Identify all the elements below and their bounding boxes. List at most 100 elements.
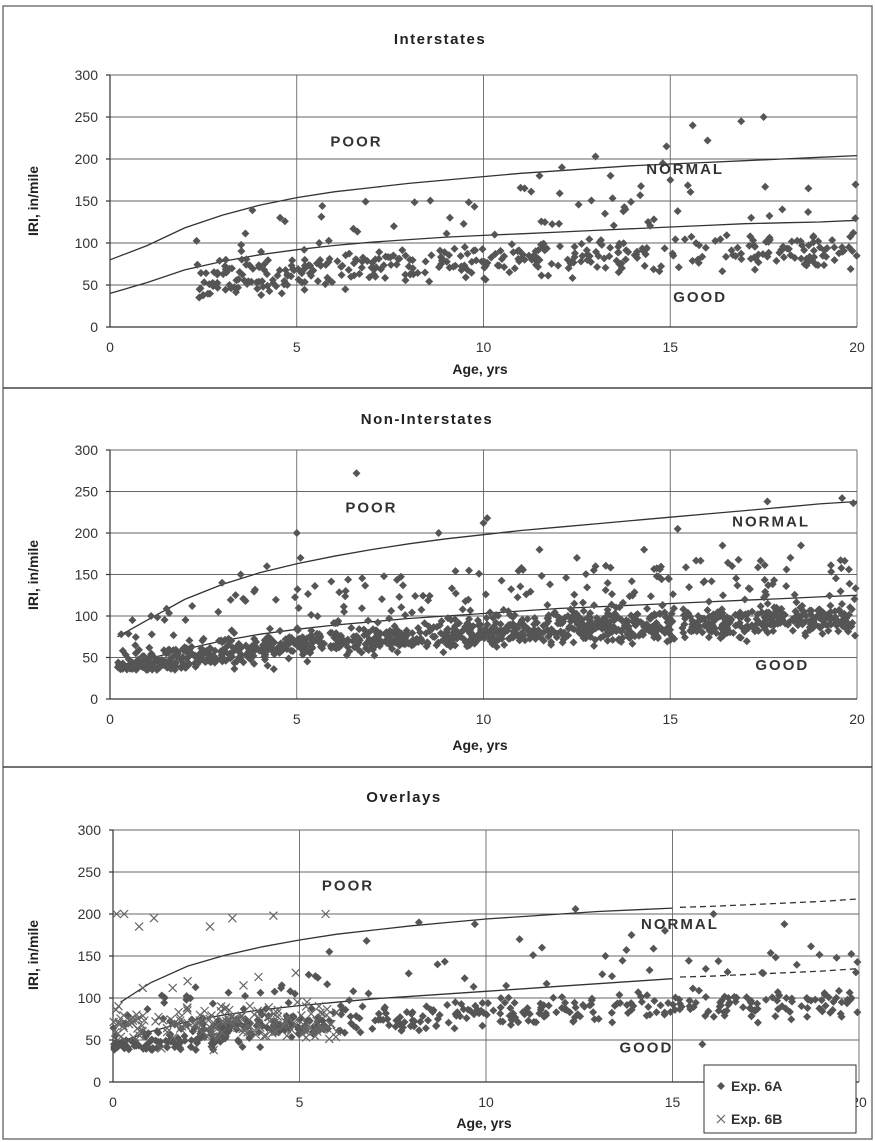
data-point-diamond <box>159 1014 168 1023</box>
data-point-diamond <box>666 625 675 634</box>
x-tick-label: 5 <box>293 339 301 355</box>
data-point-x <box>324 1034 334 1044</box>
data-point-diamond <box>570 590 579 599</box>
x-tick-label: 5 <box>296 1094 304 1110</box>
data-point-diamond <box>675 1005 684 1014</box>
data-point-diamond <box>673 207 682 216</box>
data-point-diamond <box>131 649 140 658</box>
data-point-x <box>207 1010 216 1020</box>
data-point-diamond <box>241 229 250 238</box>
data-point-diamond <box>851 214 860 223</box>
data-point-diamond <box>689 1003 698 1011</box>
data-point-diamond <box>357 263 366 272</box>
data-point-diamond <box>410 198 419 207</box>
data-point-diamond <box>688 256 697 265</box>
data-point-diamond <box>318 644 327 653</box>
data-point-diamond <box>798 620 807 629</box>
data-point-diamond <box>790 590 799 599</box>
data-point-diamond <box>538 943 546 952</box>
data-point-diamond <box>387 606 396 615</box>
data-point-diamond <box>753 999 762 1008</box>
data-point-diamond <box>638 244 647 253</box>
zone-label-normal: NORMAL <box>641 916 719 933</box>
data-point-x <box>280 1017 290 1027</box>
data-point-diamond <box>753 626 762 635</box>
data-point-diamond <box>787 237 796 246</box>
data-point-x <box>283 1013 293 1022</box>
data-point-diamond <box>379 261 388 270</box>
data-point-diamond <box>608 590 616 599</box>
data-point-diamond <box>337 271 346 279</box>
zone-label-good: GOOD <box>755 657 809 674</box>
data-point-diamond <box>590 641 598 650</box>
data-point-diamond <box>802 994 811 1002</box>
data-point-diamond <box>539 239 548 248</box>
data-point-diamond <box>748 607 757 616</box>
data-point-diamond <box>392 260 401 269</box>
data-point-diamond <box>307 271 316 280</box>
data-point-diamond <box>199 291 208 300</box>
data-point-diamond <box>699 578 708 587</box>
data-point-x <box>127 1018 137 1028</box>
data-point-diamond <box>709 910 718 918</box>
data-point-diamond <box>374 254 383 263</box>
data-point-x <box>253 1018 263 1028</box>
data-point-diamond <box>275 266 284 275</box>
data-point-diamond <box>797 254 806 263</box>
data-point-x <box>151 1016 160 1026</box>
data-point-diamond <box>692 556 701 565</box>
data-point-diamond <box>262 562 271 571</box>
data-point-diamond <box>355 636 364 645</box>
data-point-diamond <box>358 1002 367 1011</box>
data-point-x <box>240 1023 250 1033</box>
data-point-diamond <box>705 597 713 606</box>
data-point-diamond <box>384 634 393 643</box>
data-point-diamond <box>418 1012 427 1021</box>
data-point-diamond <box>169 631 178 640</box>
data-point-diamond <box>552 633 561 642</box>
data-point-diamond <box>622 946 631 954</box>
data-point-diamond <box>703 622 711 631</box>
data-point-diamond <box>617 264 626 273</box>
data-point-diamond <box>185 636 194 645</box>
data-point-x <box>239 980 248 990</box>
data-point-diamond <box>826 601 835 610</box>
data-point-diamond <box>730 992 739 1001</box>
data-point-diamond <box>443 1001 452 1009</box>
data-point-diamond <box>685 996 694 1005</box>
data-point-diamond <box>239 1005 248 1013</box>
data-point-diamond <box>581 570 590 579</box>
data-point-diamond <box>785 1007 794 1016</box>
data-point-diamond <box>191 983 200 992</box>
data-point-diamond <box>226 595 235 604</box>
data-point-diamond <box>572 609 581 618</box>
data-point-diamond <box>688 121 697 130</box>
data-point-diamond <box>206 658 215 666</box>
threshold-curve-lower <box>117 594 858 667</box>
data-point-diamond <box>385 640 394 649</box>
data-point-diamond <box>303 647 312 655</box>
data-point-diamond <box>797 541 805 550</box>
data-point-diamond <box>408 608 416 617</box>
data-point-diamond <box>809 617 818 625</box>
data-point-diamond <box>373 618 382 627</box>
data-point-x <box>208 1028 218 1038</box>
data-point-diamond <box>815 613 824 622</box>
data-point-diamond <box>579 1001 587 1009</box>
data-point-diamond <box>674 263 683 272</box>
data-point-diamond <box>442 229 451 238</box>
data-point-diamond <box>640 261 649 270</box>
data-point-diamond <box>123 1043 132 1052</box>
data-point-diamond <box>208 999 217 1008</box>
data-point-x <box>193 1023 203 1033</box>
data-point-x <box>292 997 302 1007</box>
data-point-diamond <box>124 629 133 638</box>
data-point-diamond <box>334 617 343 625</box>
data-point-diamond <box>544 1001 553 1010</box>
data-point-diamond <box>191 1045 200 1054</box>
data-point-diamond <box>671 993 680 1002</box>
data-point-diamond <box>321 280 330 289</box>
data-point-diamond <box>270 987 279 996</box>
data-point-diamond <box>465 566 473 575</box>
data-point-diamond <box>256 1043 265 1052</box>
